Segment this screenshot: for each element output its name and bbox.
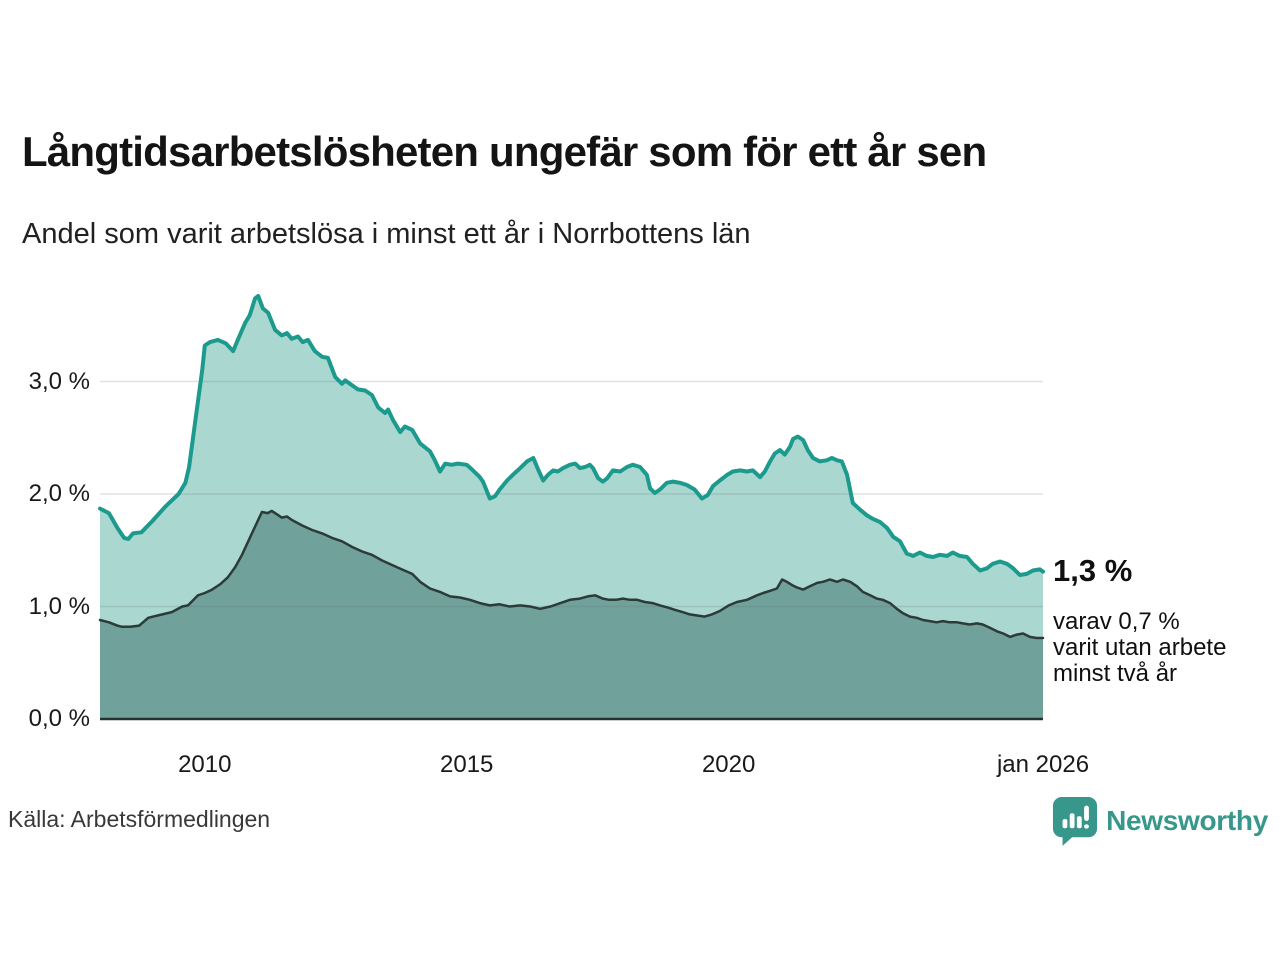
chart-areas: [100, 296, 1043, 719]
x-axis-tick-label: jan 2026: [996, 751, 1090, 778]
series-min-one-year-line: [98, 294, 1045, 577]
source-label: Källa: Arbetsförmedlingen: [8, 806, 271, 832]
series-min-two-years-line: [98, 509, 1045, 640]
series-min-two-years-area: [100, 510, 1043, 719]
end-value-note: varav 0,7 % varit utan arbete minst två …: [1053, 609, 1226, 687]
y-axis-tick-label: 0,0 %: [28, 705, 90, 732]
page-subtitle: Andel som varit arbetslösa i minst ett å…: [22, 218, 751, 250]
page-title: Långtidsarbetslösheten ungefär som för e…: [22, 128, 987, 175]
end-value-label: 1,3 %: [1053, 553, 1133, 588]
x-axis-tick-label: 2015: [440, 751, 494, 778]
newsworthy-brand: Newsworthy: [1052, 795, 1268, 847]
y-axis-tick-label: 2,0 %: [28, 480, 90, 507]
newsworthy-logo-text: Newsworthy: [1106, 805, 1268, 836]
end-value-note-line: varit utan arbete: [1053, 634, 1227, 661]
y-axis-tick-label: 3,0 %: [28, 367, 90, 395]
y-axis-tick-label: 1,0 %: [28, 592, 90, 620]
end-value-note-line: varav 0,7 %: [1053, 608, 1180, 635]
newsworthy-logo-icon: [1053, 797, 1098, 846]
x-axis-tick-label: 2020: [701, 751, 756, 778]
chart-gridlines: [100, 380, 1043, 608]
chart-lines: [98, 294, 1045, 640]
end-value-note-line: minst två år: [1053, 660, 1178, 687]
x-axis-tick-label: 2010: [178, 751, 232, 778]
